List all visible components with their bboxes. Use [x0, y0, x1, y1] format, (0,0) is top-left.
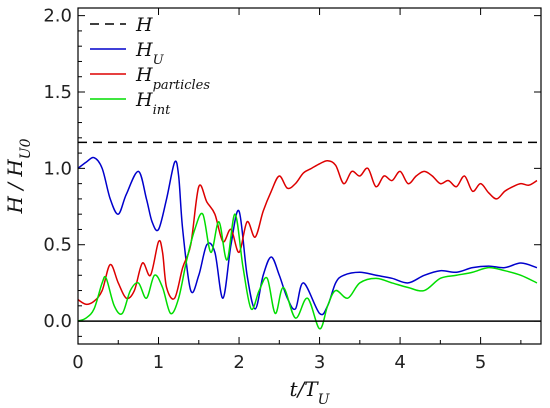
legend-label-H: H: [135, 14, 153, 36]
axes-layer: 0 1 2 3 4 5 0.0 0.5 1.0 1.5 2.0: [43, 6, 542, 373]
x-tick-label: 4: [394, 352, 405, 373]
legend-label-subscript: particles: [153, 78, 211, 93]
legend-label-main: H: [135, 39, 153, 61]
y-tick-label: 0.5: [43, 235, 72, 256]
legend-label-Hint: Hint: [135, 89, 171, 118]
x-axis-label: t/TU: [290, 377, 331, 408]
x-tick-label: 1: [153, 352, 164, 373]
x-tick-label: 0: [72, 352, 83, 373]
series-line-HU: [77, 156, 538, 316]
y-tick-label: 2.0: [43, 6, 72, 27]
y-axis-label: H / HU0: [3, 138, 34, 214]
y-tick-label: 0.0: [43, 311, 72, 332]
legend-label-subscript: int: [153, 103, 172, 118]
y-tick-label: 1.0: [43, 158, 72, 179]
legend-label-main: H: [135, 89, 153, 111]
x-tick-label: 5: [475, 352, 486, 373]
legend-label-subscript: U: [153, 53, 165, 68]
series-line-Hp: [77, 159, 538, 306]
legend-label-main: H: [135, 14, 153, 36]
x-tick-label: 3: [314, 352, 325, 373]
plot-frame: [77, 7, 542, 345]
x-tick-label: 2: [233, 352, 244, 373]
legend-label-main: H: [135, 64, 153, 86]
axis-labels: t/TU H / HU0: [3, 138, 331, 408]
series-layer: [77, 141, 541, 330]
series-line-Hint: [77, 212, 538, 330]
legend-label-Hp: Hparticles: [135, 64, 210, 93]
legend-label-HU: HU: [135, 39, 165, 68]
y-tick-label: 1.5: [43, 82, 72, 103]
